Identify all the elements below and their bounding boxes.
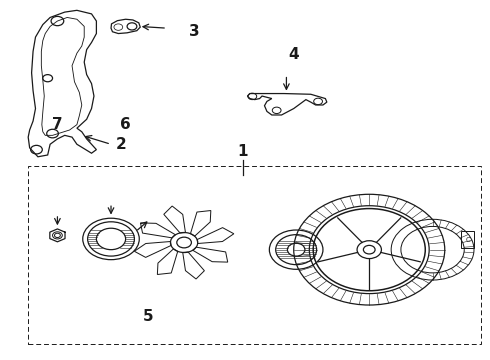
Text: 5: 5: [143, 309, 153, 324]
Text: 4: 4: [289, 47, 299, 62]
Text: 7: 7: [52, 117, 63, 132]
Text: C: C: [466, 237, 470, 243]
Text: 6: 6: [120, 117, 131, 132]
Text: 1: 1: [237, 144, 248, 158]
Text: 2: 2: [116, 137, 126, 152]
Bar: [28, 166, 481, 344]
Bar: [461, 231, 474, 248]
Text: 3: 3: [189, 24, 199, 39]
